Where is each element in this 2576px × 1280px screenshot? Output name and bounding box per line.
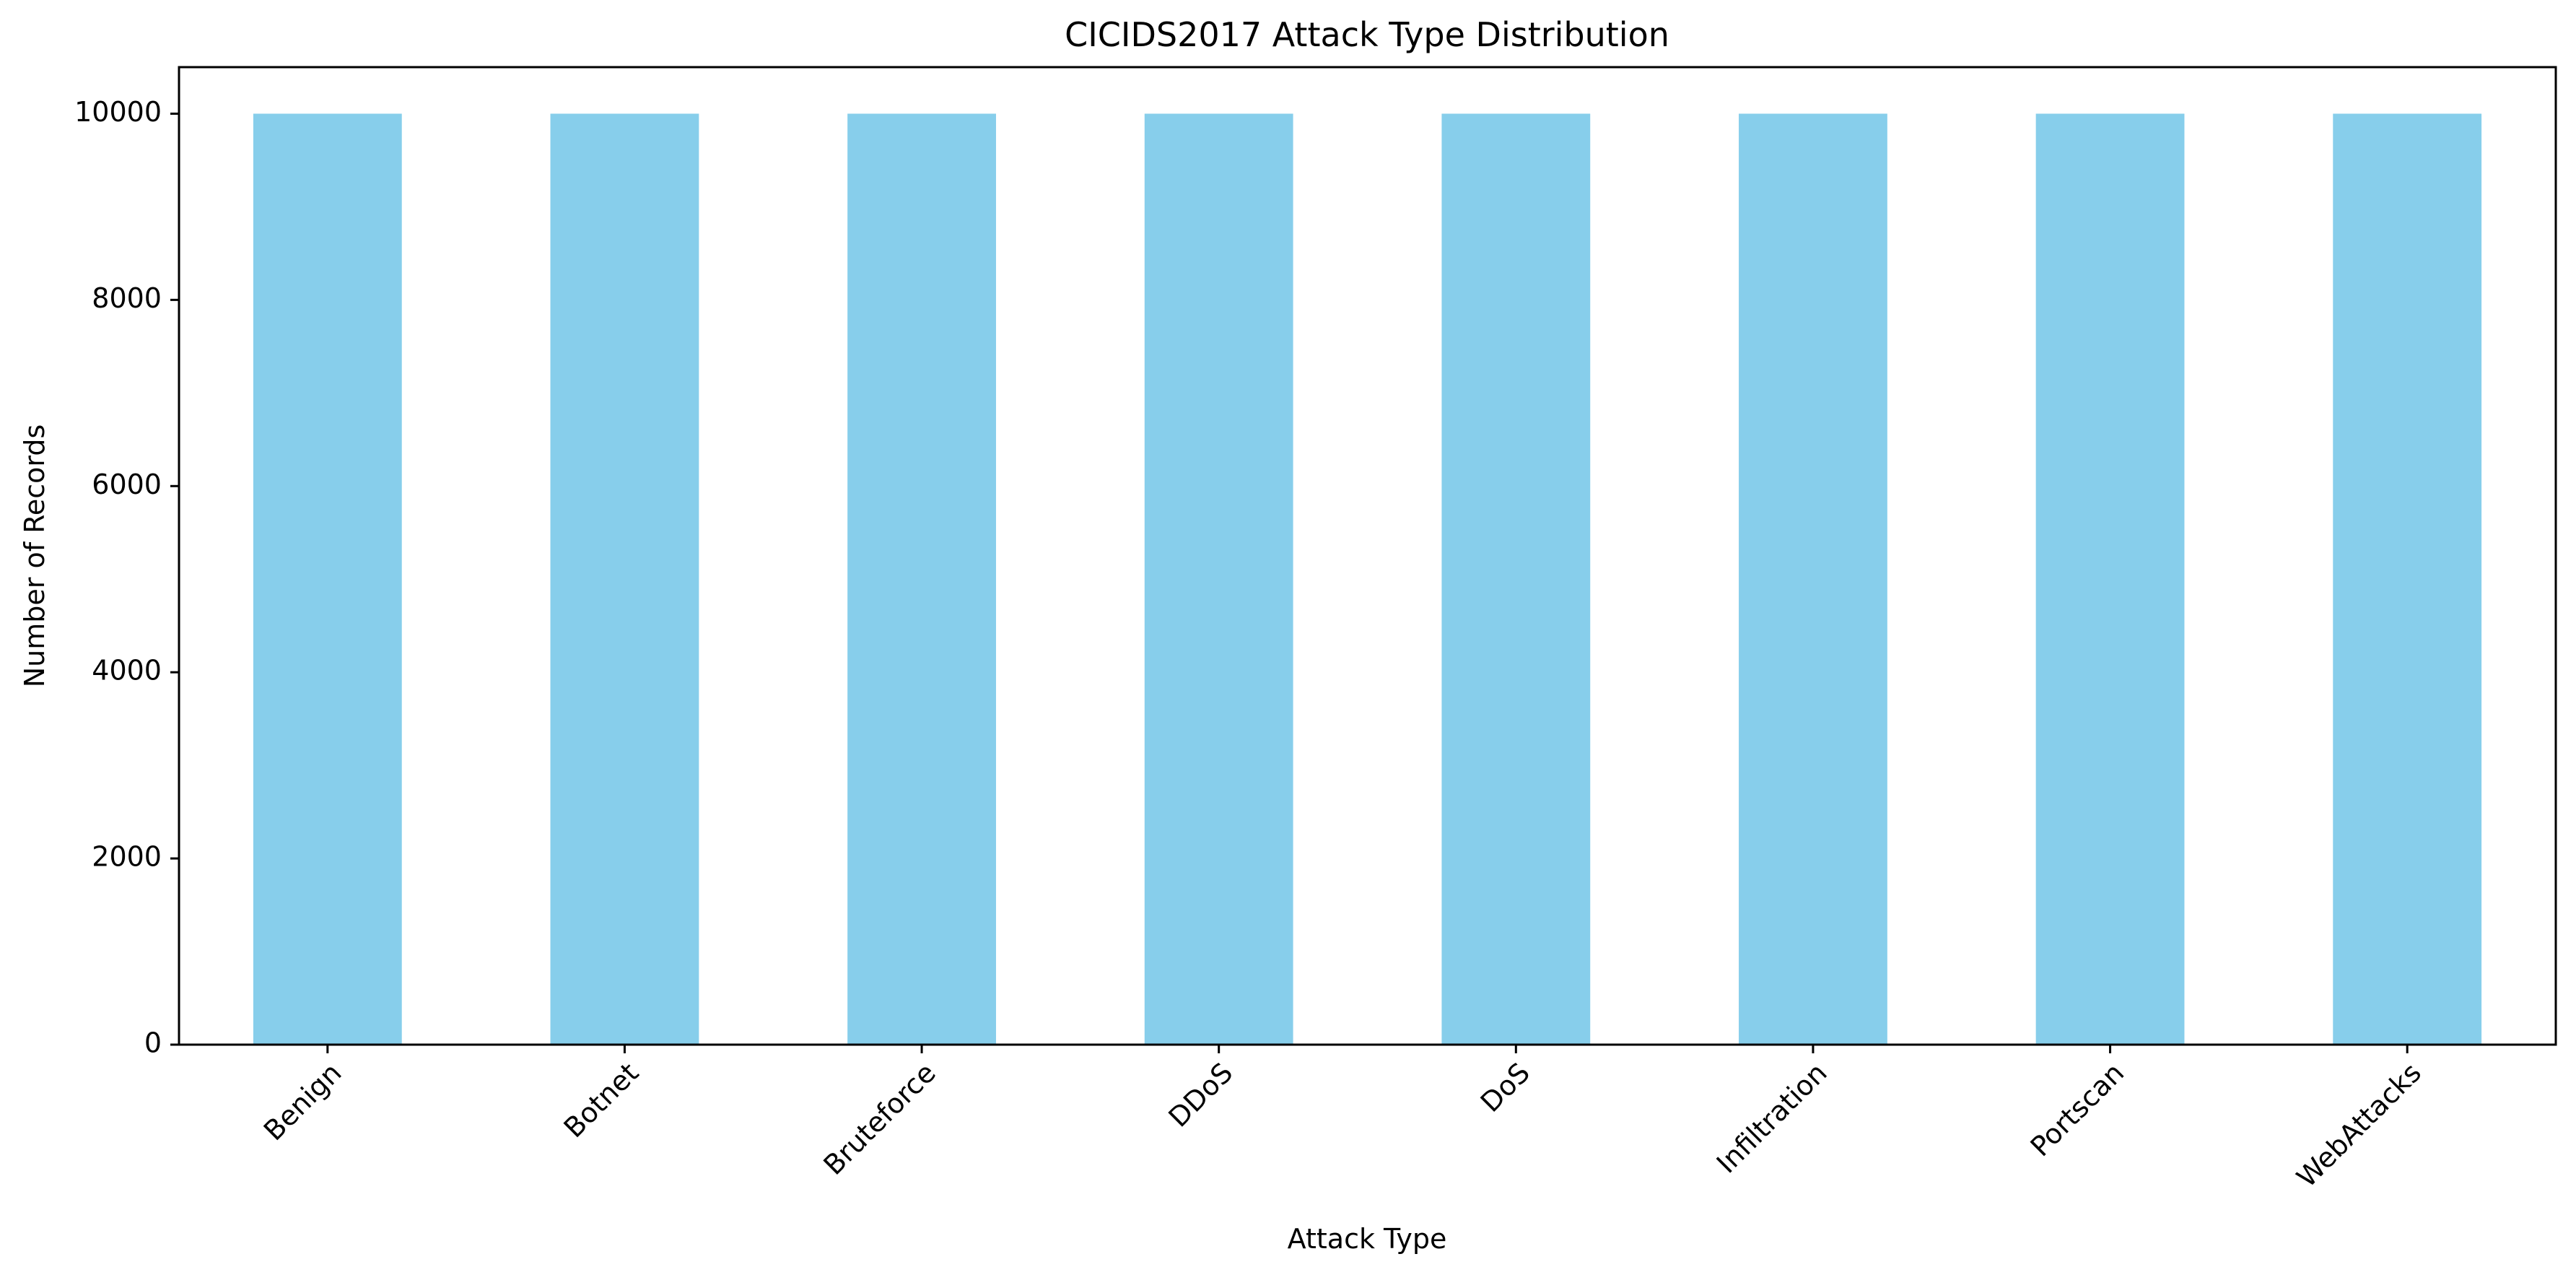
y-tick-label: 4000	[92, 655, 162, 687]
bar-benign	[253, 113, 402, 1045]
bar-dos	[1441, 113, 1591, 1045]
bars-layer	[253, 113, 2482, 1045]
y-tick-label: 2000	[92, 841, 162, 873]
y-tick-label: 6000	[92, 469, 162, 500]
y-tick-label: 8000	[92, 282, 162, 314]
y-axis-ticks: 0 2000 4000 6000 8000 10000	[74, 96, 179, 1059]
x-axis-label: Attack Type	[1288, 1223, 1447, 1255]
y-tick-label: 0	[144, 1027, 162, 1059]
plot-frame	[178, 66, 2557, 1046]
bar-infiltration	[1739, 113, 1887, 1045]
bar-botnet	[550, 113, 699, 1045]
x-tick-label-botnet: Botnet	[558, 1057, 645, 1144]
x-tick-label-bruteforce: Bruteforce	[817, 1057, 941, 1181]
bar-portscan	[2035, 113, 2185, 1045]
x-tick-label-webattacks: WebAttacks	[2290, 1057, 2427, 1193]
x-tick-label-benign: Benign	[258, 1057, 348, 1147]
x-tick-label-portscan: Portscan	[2025, 1057, 2131, 1163]
x-tick-label-ddos: DDoS	[1162, 1057, 1239, 1133]
x-axis-ticks: Benign Botnet Bruteforce DDoS DoS Infiltratio…	[258, 1045, 2427, 1193]
x-tick-label-dos: DoS	[1475, 1057, 1536, 1118]
bar-webattacks	[2333, 113, 2482, 1045]
y-axis-label: Number of Records	[19, 425, 51, 688]
y-tick-label: 10000	[74, 96, 162, 128]
bar-bruteforce	[847, 113, 996, 1045]
x-tick-label-infiltration: Infiltration	[1711, 1057, 1833, 1180]
chart-title: CICIDS2017 Attack Type Distribution	[1065, 15, 1669, 54]
bar-ddos	[1144, 113, 1293, 1045]
